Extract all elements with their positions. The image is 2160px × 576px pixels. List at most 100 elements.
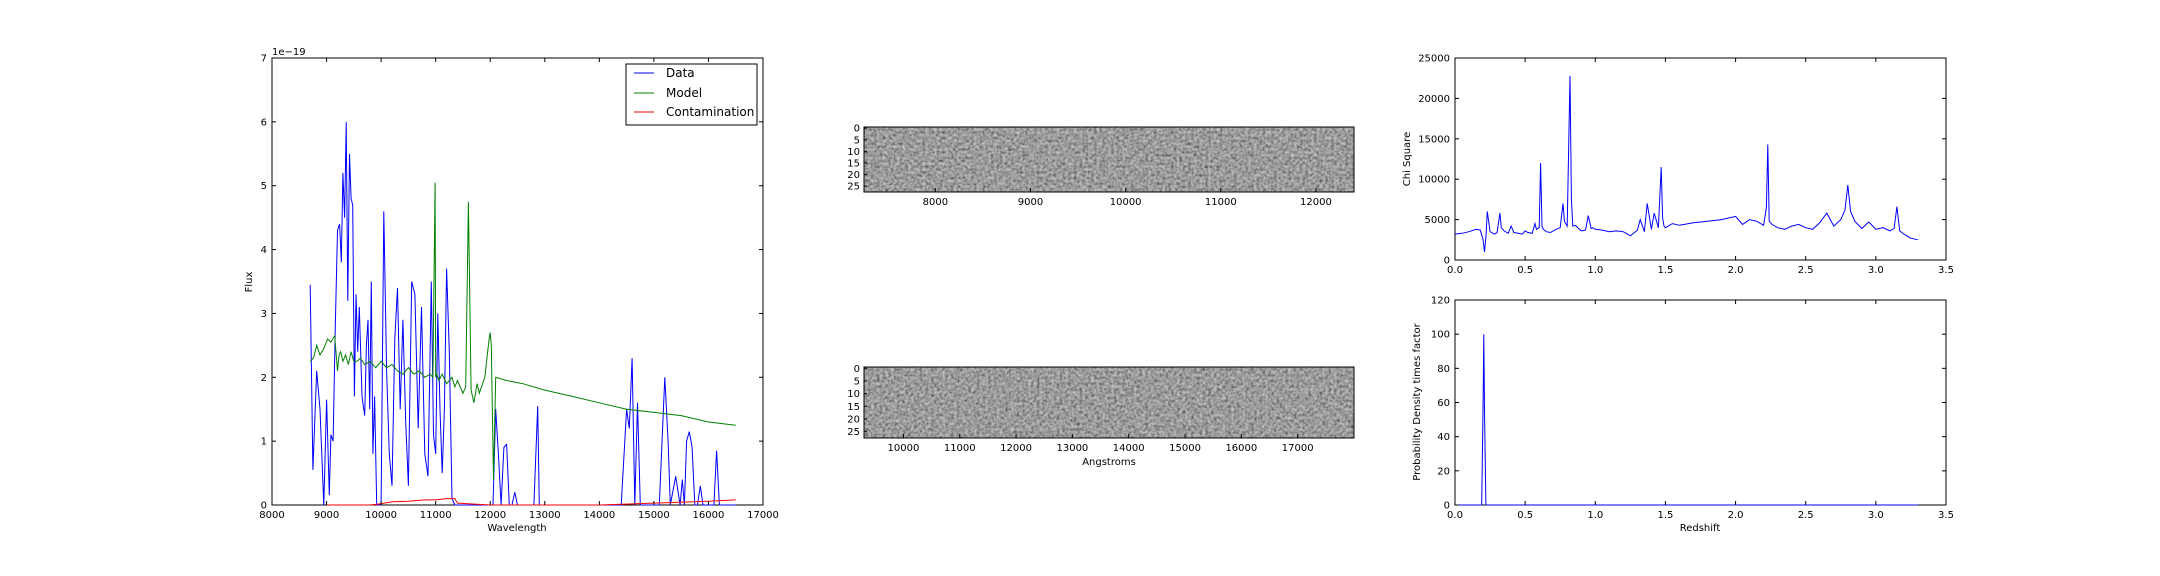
y-tick-label: 25 xyxy=(847,182,860,193)
y-tick-label: 0 xyxy=(1444,501,1450,512)
x-tick-label: 13000 xyxy=(529,510,561,521)
x-tick-label: 2.5 xyxy=(1798,265,1814,276)
y-tick-label: 15 xyxy=(847,158,860,169)
y-tick-label: 120 xyxy=(1431,296,1450,307)
x-tick-label: 0.5 xyxy=(1517,265,1533,276)
y-tick-label: 5000 xyxy=(1425,215,1450,226)
x-tick-label: 0.0 xyxy=(1447,510,1463,521)
chi-square-y-axis-label: Chi Square xyxy=(1402,132,1413,186)
spectrum-image-bottom-panel: 10000 11000 12000 13000 14000 15000 16000 17000… xyxy=(847,364,1355,468)
y-tick-label: 10 xyxy=(847,389,860,400)
x-tick-label: 17000 xyxy=(747,510,779,521)
spectrum-legend: Data Model Contamination xyxy=(625,63,758,126)
image-top-x-ticks: 8000 9000 10000 11000 12000 xyxy=(923,188,1332,208)
x-tick-label: 10000 xyxy=(365,510,397,521)
y-tick-label: 25 xyxy=(847,427,860,438)
y-tick-label: 5 xyxy=(261,181,267,192)
x-tick-label: 0.5 xyxy=(1517,510,1533,521)
series-line-model xyxy=(309,182,736,480)
y-tick-label: 0 xyxy=(854,364,860,375)
spectrum-x-ticks: 8000 9000 10000 11000 12000 13000 14000 15000 16… xyxy=(259,58,779,521)
y-tick-label: 20 xyxy=(847,170,860,181)
y-tick-label: 2 xyxy=(261,373,267,384)
chi-square-series-group xyxy=(1454,75,1919,252)
x-tick-label: 12000 xyxy=(474,510,506,521)
legend-label-data: Data xyxy=(666,66,695,80)
spectrum-x-axis-label: Wavelength xyxy=(487,523,546,534)
y-tick-label: 0 xyxy=(854,124,860,135)
y-tick-label: 25000 xyxy=(1418,54,1450,65)
probability-x-ticks: 0.0 0.5 1.0 1.5 2.0 2.5 3.0 3.5 xyxy=(1447,300,1954,521)
spectrum-image-bottom-frame xyxy=(863,366,1355,439)
y-tick-label: 10 xyxy=(847,147,860,158)
spectrum-image-top xyxy=(864,127,1354,192)
x-tick-label: 11000 xyxy=(420,510,452,521)
y-tick-label: 0 xyxy=(1444,256,1450,267)
x-tick-label: 12000 xyxy=(1300,197,1332,208)
x-tick-label: 3.0 xyxy=(1868,510,1884,521)
x-tick-label: 8000 xyxy=(923,197,948,208)
x-tick-label: 1.0 xyxy=(1587,510,1603,521)
probability-x-axis-label: Redshift xyxy=(1680,523,1721,534)
chi-square-panel: 0.0 0.5 1.0 1.5 2.0 2.5 3.0 3.5 0 5000 10000 15000… xyxy=(1402,54,1954,277)
y-tick-label: 80 xyxy=(1437,364,1450,375)
x-tick-label: 14000 xyxy=(1113,443,1145,454)
x-tick-label: 1.5 xyxy=(1657,510,1673,521)
series-line-contamination xyxy=(326,498,736,506)
x-tick-label: 2.0 xyxy=(1728,265,1744,276)
x-tick-label: 2.0 xyxy=(1728,510,1744,521)
image-bottom-x-axis-label: Angstroms xyxy=(1082,457,1136,468)
series-line-series-0 xyxy=(1455,334,1918,506)
y-tick-label: 5 xyxy=(854,135,860,146)
legend-label-contamination: Contamination xyxy=(666,105,754,119)
legend-box xyxy=(625,63,758,126)
y-tick-label: 40 xyxy=(1437,432,1450,443)
probability-axes-frame xyxy=(1454,299,1947,506)
x-tick-label: 3.5 xyxy=(1938,265,1954,276)
y-tick-label: 4 xyxy=(261,245,267,256)
x-tick-label: 10000 xyxy=(888,443,920,454)
x-tick-label: 16000 xyxy=(1225,443,1257,454)
image-bottom-x-ticks: 10000 11000 12000 13000 14000 15000 16000 17000 xyxy=(888,434,1314,454)
x-tick-label: 9000 xyxy=(314,510,339,521)
probability-y-axis-label: Probability Density times factor xyxy=(1412,322,1423,480)
x-tick-label: 11000 xyxy=(944,443,976,454)
series-line-series-0 xyxy=(1454,75,1919,252)
x-tick-label: 13000 xyxy=(1056,443,1088,454)
y-tick-label: 0 xyxy=(261,501,267,512)
x-tick-label: 2.5 xyxy=(1798,510,1814,521)
x-tick-label: 9000 xyxy=(1018,197,1043,208)
x-tick-label: 11000 xyxy=(1205,197,1237,208)
spectrum-panel: 8000 9000 10000 11000 12000 13000 14000 15000 16… xyxy=(244,47,779,534)
x-tick-label: 3.0 xyxy=(1868,265,1884,276)
x-tick-label: 8000 xyxy=(259,510,284,521)
legend-label-model: Model xyxy=(666,86,702,100)
x-tick-label: 1.0 xyxy=(1587,265,1603,276)
spectrum-y-axis-label: Flux xyxy=(244,272,255,293)
spectrum-image-top-frame xyxy=(863,126,1355,193)
y-tick-label: 7 xyxy=(261,54,267,65)
chi-square-x-ticks: 0.0 0.5 1.0 1.5 2.0 2.5 3.0 3.5 xyxy=(1447,58,1954,276)
chi-square-axes-frame xyxy=(1454,57,1947,261)
y-tick-label: 15 xyxy=(847,402,860,413)
x-tick-label: 3.5 xyxy=(1938,510,1954,521)
y-tick-label: 20 xyxy=(847,414,860,425)
x-tick-label: 14000 xyxy=(583,510,615,521)
x-tick-label: 16000 xyxy=(693,510,725,521)
series-line-data xyxy=(309,121,736,506)
y-tick-label: 6 xyxy=(261,117,267,128)
x-tick-label: 10000 xyxy=(1110,197,1142,208)
y-tick-label: 20000 xyxy=(1418,94,1450,105)
y-tick-label: 1 xyxy=(261,437,267,448)
x-tick-label: 17000 xyxy=(1282,443,1314,454)
spectrum-image-bottom xyxy=(864,367,1354,438)
y-tick-label: 10000 xyxy=(1418,175,1450,186)
y-tick-label: 100 xyxy=(1431,330,1450,341)
spectrum-y-offset-label: 1e−19 xyxy=(272,47,306,58)
spectrum-series-group xyxy=(309,121,736,506)
probability-panel: 0.0 0.5 1.0 1.5 2.0 2.5 3.0 3.5 0 20 40 60 80 100 120… xyxy=(1412,296,1954,535)
